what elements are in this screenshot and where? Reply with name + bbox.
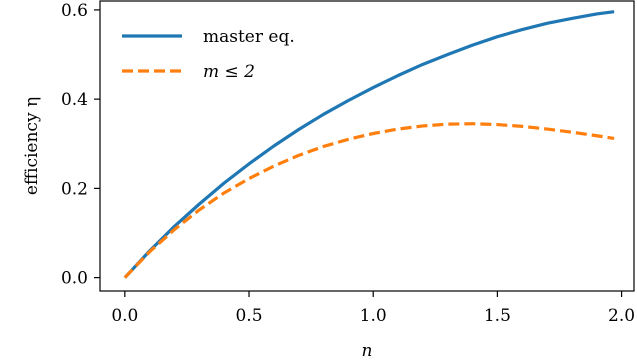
x-tick-label: 2.0 bbox=[608, 306, 635, 326]
x-tick-label: 1.0 bbox=[360, 306, 387, 326]
y-tick-label: 0.4 bbox=[61, 90, 88, 110]
plot-frame bbox=[99, 0, 635, 292]
series-layer bbox=[123, 10, 615, 279]
y-tick-label: 0.6 bbox=[61, 1, 88, 21]
y-axis-label: efficiency η bbox=[22, 97, 42, 195]
legend-label-m-le-2: m ≤ 2 bbox=[203, 62, 255, 82]
y-axis-ticks: 0.0 0.2 0.4 0.6 bbox=[61, 1, 100, 289]
x-tick-label: 0.5 bbox=[235, 306, 262, 326]
y-tick-label: 0.2 bbox=[61, 179, 88, 199]
y-tick-label: 0.0 bbox=[61, 269, 88, 289]
series-line-0 bbox=[123, 10, 615, 279]
legend-label-master-eq: master eq. bbox=[203, 27, 295, 47]
legend: master eq. m ≤ 2 bbox=[122, 27, 295, 82]
x-axis-ticks: 0.0 0.5 1.0 1.5 2.0 bbox=[111, 291, 635, 326]
x-tick-label: 0.0 bbox=[111, 306, 138, 326]
x-tick-label: 1.5 bbox=[484, 306, 511, 326]
x-axis-label: n bbox=[362, 341, 373, 361]
series-line-1 bbox=[123, 122, 615, 279]
